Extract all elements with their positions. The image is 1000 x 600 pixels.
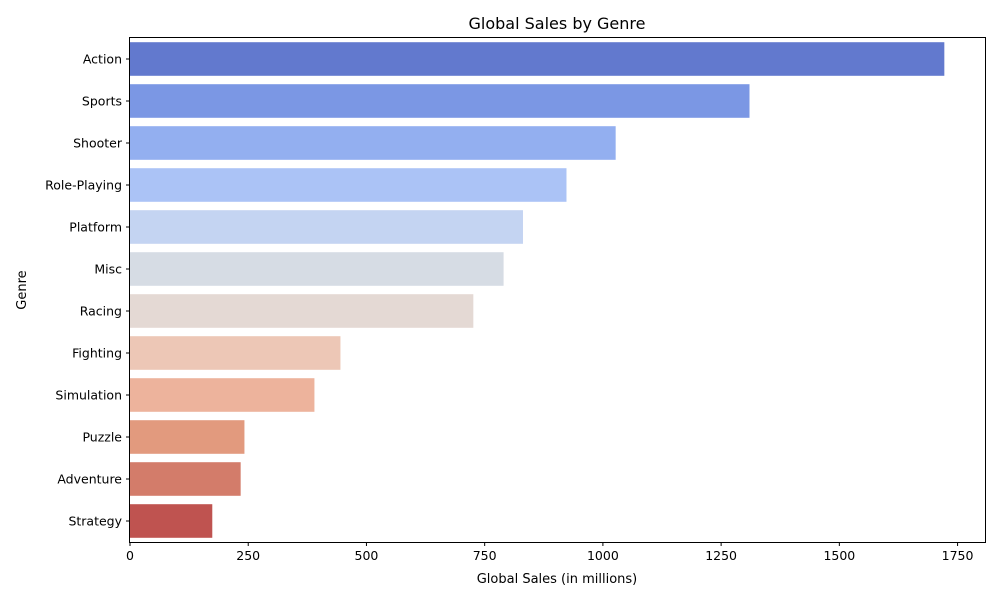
bar-fighting: [130, 336, 341, 370]
y-tick-label-racing: Racing: [80, 304, 122, 319]
y-tick-label-action: Action: [83, 52, 122, 67]
y-tick-label-adventure: Adventure: [57, 472, 122, 487]
bar-action: [130, 42, 945, 76]
bar-platform: [130, 210, 523, 244]
y-tick-label-puzzle: Puzzle: [82, 430, 122, 445]
y-tick-label-misc: Misc: [94, 262, 122, 277]
bar-role-playing: [130, 168, 567, 202]
x-tick-label-1500: 1500: [823, 548, 855, 563]
bar-simulation: [130, 378, 315, 412]
x-tick-label-1250: 1250: [705, 548, 737, 563]
bar-misc: [130, 252, 504, 286]
y-tick-group: Action Sports Shooter Role-Playing Platform M…: [45, 52, 130, 529]
x-tick-label-0: 0: [126, 548, 134, 563]
bar-puzzle: [130, 420, 245, 454]
y-tick-label-simulation: Simulation: [55, 388, 122, 403]
bar-shooter: [130, 126, 616, 160]
bars-group: [130, 42, 945, 538]
x-tick-label-750: 750: [473, 548, 497, 563]
plot-area-frame: [129, 37, 986, 543]
y-tick-label-strategy: Strategy: [68, 514, 122, 529]
x-tick-label-1000: 1000: [587, 548, 619, 563]
x-tick-label-1750: 1750: [942, 548, 974, 563]
bar-sports: [130, 84, 750, 118]
chart-title: Global Sales by Genre: [469, 14, 646, 33]
x-tick-label-250: 250: [236, 548, 260, 563]
bar-strategy: [130, 504, 213, 538]
y-tick-label-fighting: Fighting: [72, 346, 122, 361]
y-tick-label-sports: Sports: [82, 94, 122, 109]
y-tick-label-shooter: Shooter: [73, 136, 123, 151]
bar-racing: [130, 294, 474, 328]
y-tick-label-platform: Platform: [69, 220, 122, 235]
x-tick-group: 0 250 500 750 1000 1250 1500 1750: [126, 542, 974, 563]
bar-adventure: [130, 462, 241, 496]
x-tick-label-500: 500: [355, 548, 379, 563]
x-axis-label: Global Sales (in millions): [477, 572, 638, 587]
y-tick-label-role-playing: Role-Playing: [45, 178, 122, 193]
y-axis-label: Genre: [15, 270, 30, 309]
